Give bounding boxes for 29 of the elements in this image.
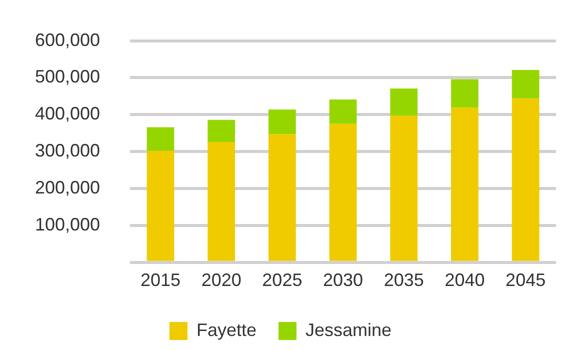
y-tick-label: 600,000 — [34, 30, 100, 50]
y-tick-label: 400,000 — [34, 104, 100, 124]
x-tick-label: 2030 — [323, 270, 364, 290]
y-tick-label: 200,000 — [34, 178, 100, 198]
bar — [390, 88, 418, 116]
x-tick-label: 2045 — [506, 270, 546, 290]
bar — [451, 79, 478, 108]
x-tick-label: 2035 — [384, 270, 424, 290]
bar — [329, 100, 357, 124]
bar — [146, 127, 174, 151]
bar — [208, 142, 236, 261]
bar — [451, 108, 478, 261]
x-tick-label: 2020 — [201, 270, 242, 290]
y-tick-label: 300,000 — [34, 140, 100, 161]
bar — [329, 124, 357, 261]
bar — [208, 120, 236, 142]
bar — [390, 116, 418, 261]
legend-label: Jessamine — [305, 320, 392, 340]
bar — [268, 134, 296, 261]
y-tick-label: 100,000 — [34, 214, 100, 234]
x-tick-label: 2015 — [140, 270, 181, 290]
legend-label: Fayette — [196, 320, 256, 340]
bar — [268, 109, 296, 134]
bar — [512, 70, 540, 98]
x-tick-label: 2025 — [262, 270, 302, 290]
x-tick-label: 2040 — [444, 270, 485, 290]
y-tick-label: 500,000 — [34, 66, 100, 87]
bar — [146, 150, 174, 261]
bar — [512, 98, 540, 261]
